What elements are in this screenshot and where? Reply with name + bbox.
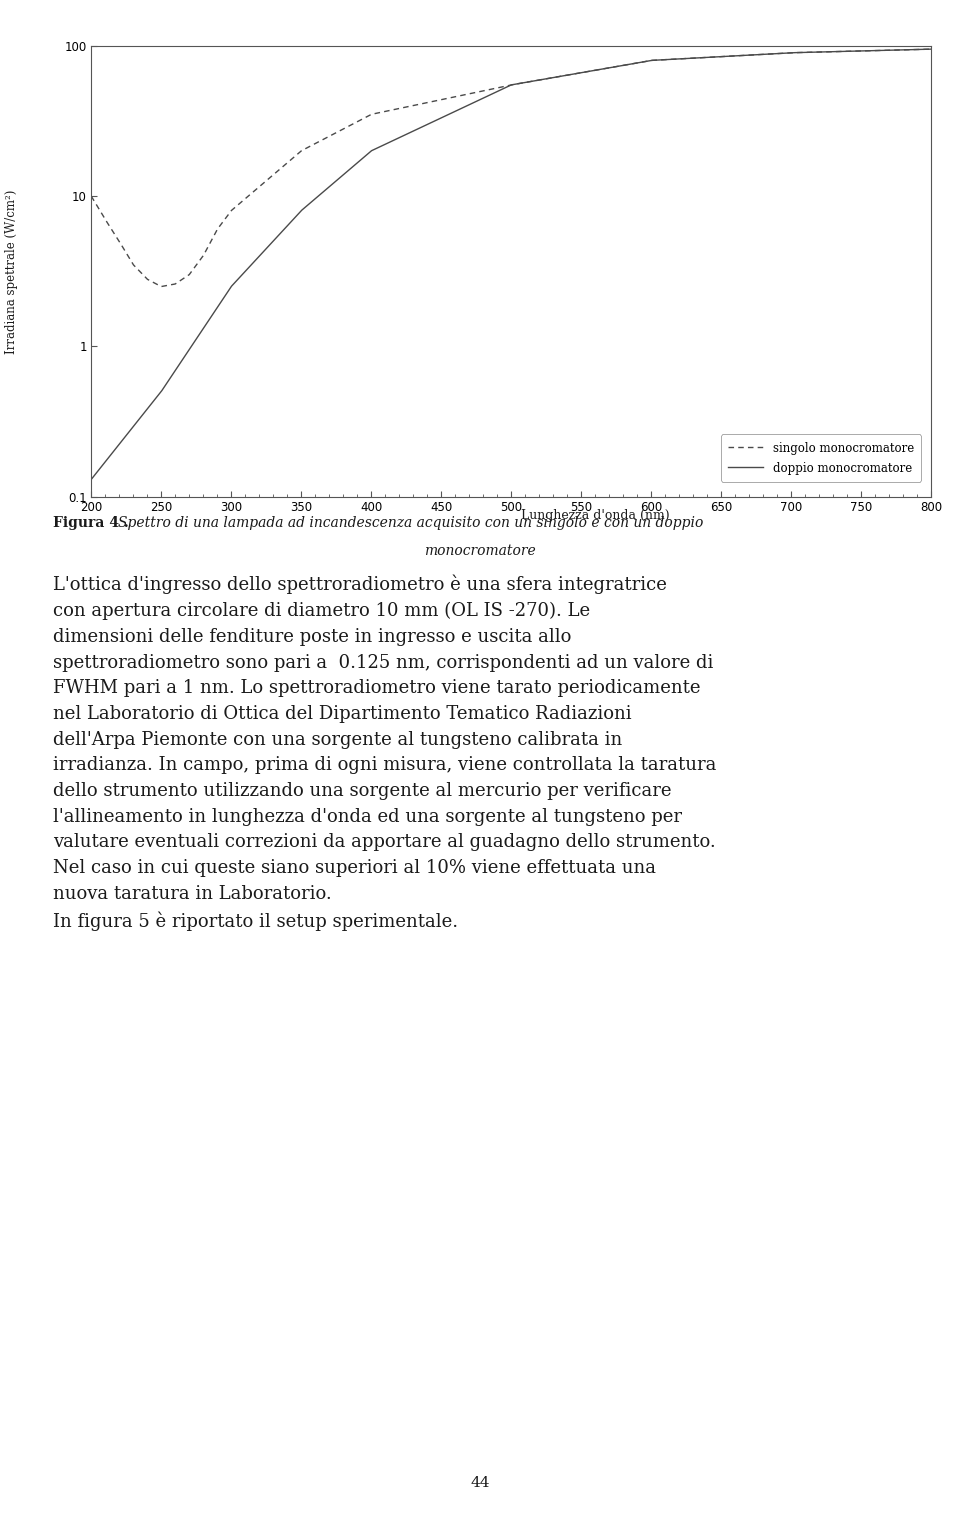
Text: Figura 4 .: Figura 4 . [53, 516, 129, 530]
Text: L'ottica d'ingresso dello spettroradiometro è una sfera integratrice
con apertur: L'ottica d'ingresso dello spettroradiome… [53, 575, 716, 931]
Legend: singolo monocromatore, doppio monocromatore: singolo monocromatore, doppio monocromat… [721, 434, 921, 481]
Text: monocromatore: monocromatore [424, 544, 536, 558]
Text: Spettro di una lampada ad incandescenza acquisito con un singolo e con un doppio: Spettro di una lampada ad incandescenza … [118, 516, 704, 530]
Text: 44: 44 [470, 1476, 490, 1490]
Text: Irradiana spettrale (W/cm²): Irradiana spettrale (W/cm²) [5, 189, 18, 354]
Text: Lunghezza d'onda (nm): Lunghezza d'onda (nm) [521, 509, 669, 523]
